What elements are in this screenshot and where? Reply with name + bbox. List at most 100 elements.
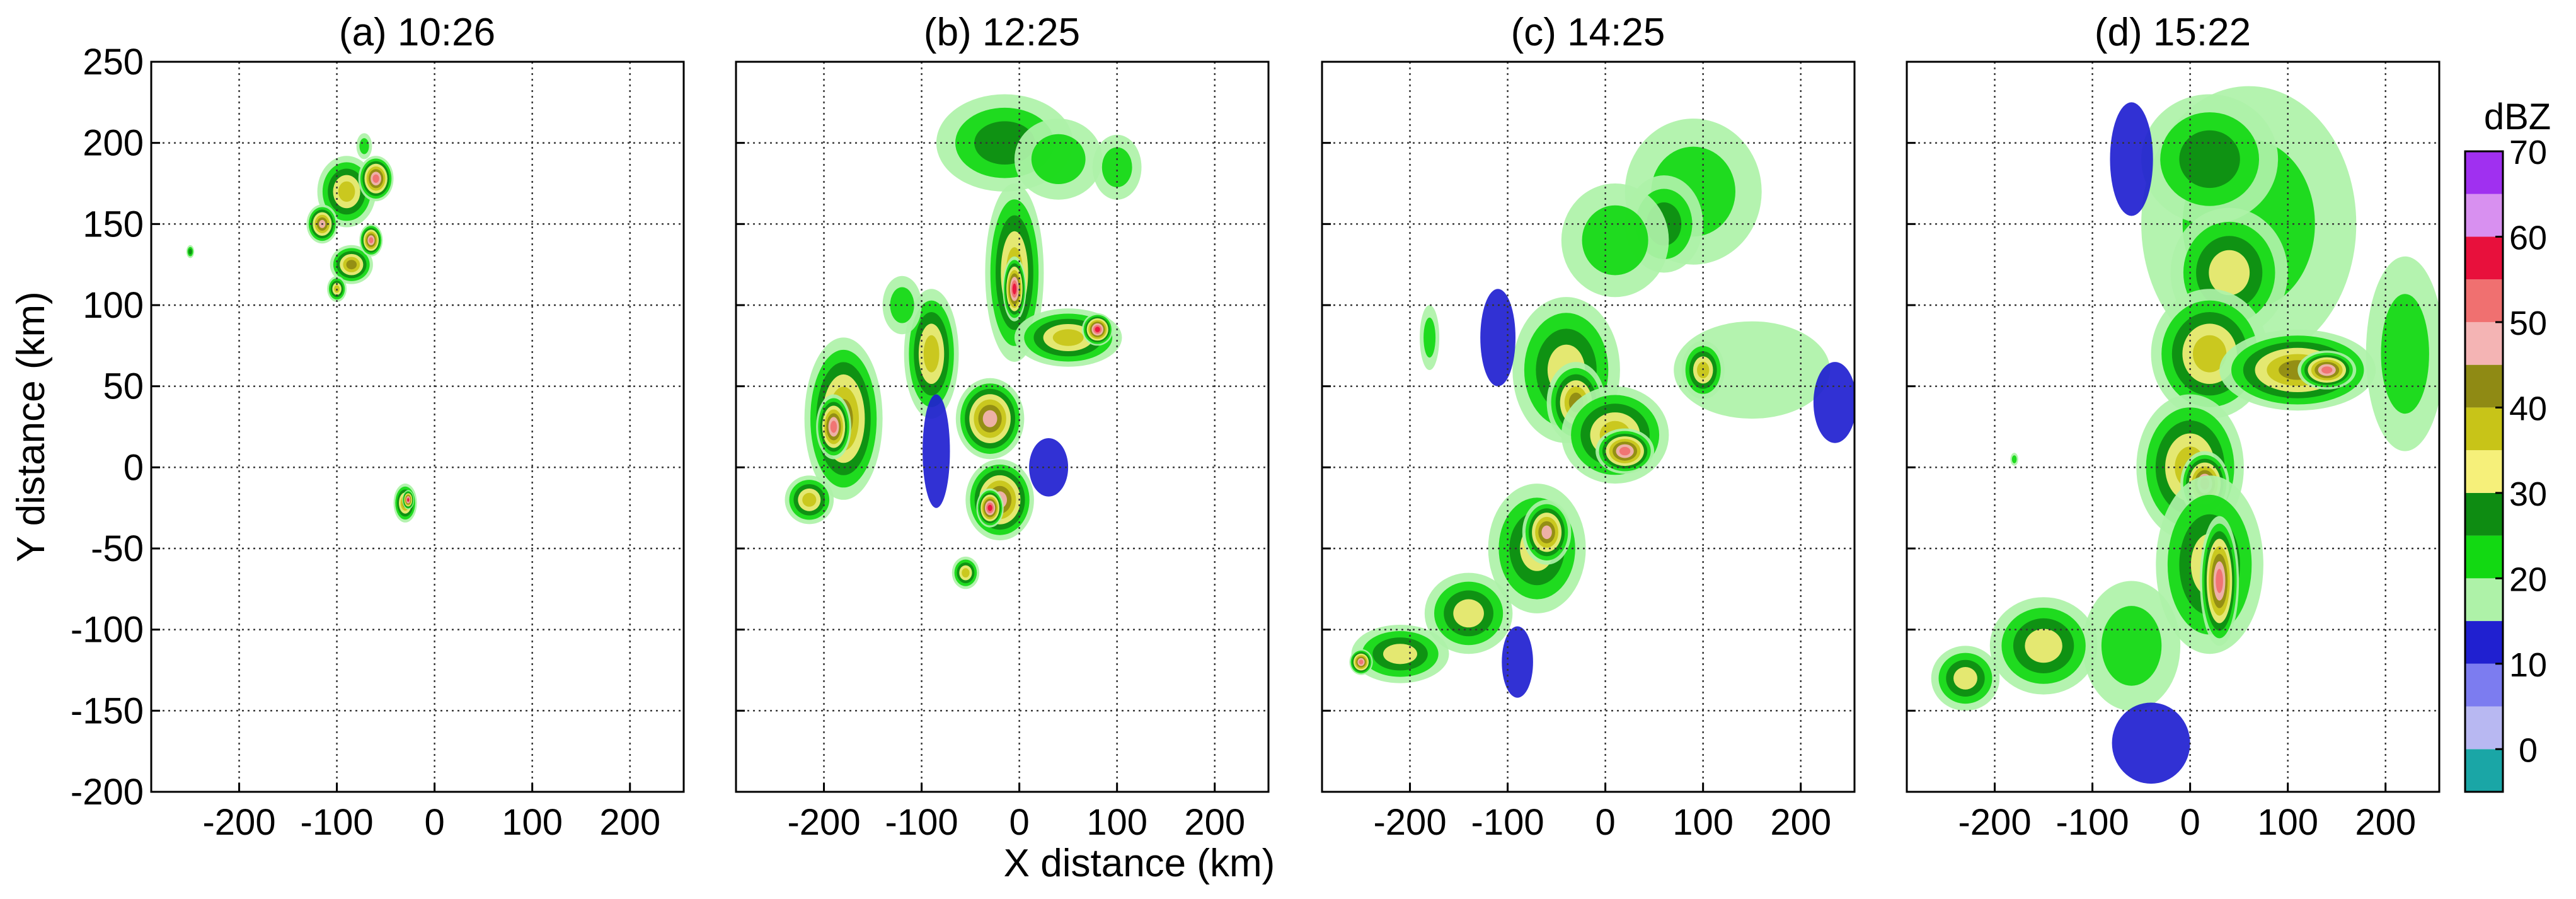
panel-d-echo-ring [2216, 569, 2223, 593]
panel-b-xtick-label: 100 [1086, 802, 1147, 843]
panel-d-echo-ring [2193, 335, 2227, 373]
panel-c-xtick-label: 0 [1596, 802, 1616, 843]
x-axis-label: X distance (km) [1004, 842, 1275, 885]
panel-d-echo-ring [2179, 130, 2240, 188]
panel-b-echo-ring [830, 420, 837, 433]
panel-d-echo-ring [2025, 629, 2062, 663]
panel-a-echo-ring [338, 181, 355, 202]
panel-a-echo-cell-8 [402, 490, 415, 510]
panel-a-ytick-label: -150 [71, 690, 144, 731]
colorbar-title: dBZ [2484, 96, 2551, 137]
panel-c-echo-ring [1453, 599, 1484, 628]
panel-c-xtick-label: 100 [1672, 802, 1734, 843]
panel-b-echo-cell-2 [1092, 134, 1142, 200]
colorbar-tick-label: 10 [2509, 646, 2547, 684]
panel-d-echo-ring [2110, 102, 2153, 216]
panel-b-echo-ring [1101, 147, 1132, 187]
panel-b-echo-cell-1 [1014, 119, 1103, 200]
panel-d-echo-cell-10 [2200, 516, 2240, 646]
panel-a-ytick-label: -100 [71, 610, 144, 651]
panel-c-echo-cell-8 [1522, 499, 1572, 565]
panel-b-echo-cell-14 [1081, 313, 1113, 346]
panel-b-xtick-label: 0 [1009, 802, 1030, 843]
panel-a-echo-ring [372, 174, 379, 183]
panel-d-title: (d) 15:22 [2095, 11, 2251, 54]
panel-a-echo-cell-3 [330, 245, 373, 284]
panel-a-title: (a) 10:26 [339, 11, 495, 54]
panel-c-echo-ring [1423, 317, 1436, 358]
panel-b-echo-cell-10 [955, 378, 1025, 460]
panel-b-title: (b) 12:25 [924, 11, 1080, 54]
panel-a-ytick-label: 150 [83, 204, 144, 245]
panel-c-echo-cell-2 [1561, 183, 1669, 298]
panel-b-echo-ring [982, 410, 998, 427]
panel-c: -200 -100 0 100 200 (c) 14:25 [1321, 11, 1856, 843]
panel-d-echo-ring [2101, 606, 2162, 686]
panel-a-ytick-label: -200 [71, 772, 144, 813]
panel-d-echo-ring [2209, 250, 2250, 296]
panel-a-xtick-label: 0 [425, 802, 445, 843]
colorbar-tick-label: 30 [2509, 475, 2547, 513]
panel-c-echo-cell-11 [1349, 649, 1373, 675]
colorbar-swatch [2465, 194, 2503, 237]
colorbar: dBZ 70 60 50 40 30 20 10 0 [2464, 96, 2551, 793]
panel-b-echo-ring [1012, 283, 1016, 294]
colorbar-tick-label: 20 [2509, 560, 2547, 598]
panel-c-echo-ring [1359, 659, 1364, 664]
colorbar-tick-label: 60 [2509, 219, 2547, 257]
panel-b-echo-cell-4 [1003, 256, 1026, 322]
panel-b-echo-ring [923, 335, 940, 373]
panel-a-xtick-label: -200 [202, 802, 275, 843]
panel-b-xtick-label: -200 [787, 802, 860, 843]
panel-b-echo-ring [802, 492, 817, 507]
colorbar-swatch [2465, 706, 2503, 750]
panel-a-ytick-label: 200 [83, 123, 144, 164]
panel-a-grid [151, 61, 684, 793]
panel-a-ytick-label: 250 [83, 42, 144, 83]
panel-a-echo-cell-4 [359, 224, 383, 257]
panel-a-ytick-label: -50 [91, 528, 144, 569]
panel-d-echo-cell-1 [2141, 94, 2279, 224]
colorbar-swatch [2465, 492, 2503, 536]
panel-b-echo-ring [1095, 327, 1100, 332]
panel-b-echo-cell-16 [923, 394, 950, 508]
panel-c-echo-ring [1619, 446, 1631, 456]
panel-a-echo-cell-9 [186, 245, 195, 258]
panel-d-echo-ring [2011, 455, 2017, 463]
panel-a-echo-ring [359, 138, 369, 154]
panel-c-xtick-label: -200 [1373, 802, 1446, 843]
panel-d-echo-cell-5 [2297, 351, 2357, 390]
panel-b-echo-cell-8 [816, 394, 851, 460]
colorbar-swatch [2465, 535, 2503, 579]
panel-a: -200 -100 0 100 200 250 200 150 100 50 0 -50 -100 -15… [71, 11, 685, 843]
panel-b-echo-ring [962, 568, 970, 577]
panel-d-xtick-label: -100 [2056, 802, 2129, 843]
colorbar-tick-label: 0 [2519, 731, 2538, 769]
panel-d-echo-cell-14 [2112, 702, 2190, 784]
panel-d-echo-cell-16 [2010, 453, 2018, 466]
panel-a-xtick-label: -100 [301, 802, 374, 843]
panel-d-echo-cell-12 [1989, 597, 2098, 695]
panel-d: -200 -100 0 100 200 (d) 15:22 [1906, 11, 2441, 843]
panel-c-xtick-label: 200 [1770, 802, 1831, 843]
colorbar-swatch [2465, 364, 2503, 408]
panel-c-echo-ring [1383, 644, 1417, 664]
panel-a-echo-ring [407, 498, 410, 502]
panel-a-xtick-label: 100 [502, 802, 563, 843]
panel-d-echo-cell-11 [2083, 581, 2181, 711]
colorbar-swatch [2465, 151, 2503, 194]
panel-b-echo-layer [785, 94, 1142, 589]
panel-c-echo-ring [1502, 626, 1533, 698]
panel-b-ticks: -200 -100 0 100 200 [736, 61, 1245, 843]
panel-a-ytick-label: 100 [83, 285, 144, 326]
panel-c-echo-ring [1582, 205, 1648, 276]
panel-b-xtick-label: 200 [1184, 802, 1245, 843]
panel-b-echo-cell-12 [976, 488, 1004, 528]
panel-d-xtick-label: 0 [2180, 802, 2200, 843]
panel-c-echo-cell-15 [1502, 626, 1533, 698]
panel-a-echo-ring [369, 237, 374, 243]
panel-d-echo-cell-13 [1931, 646, 2000, 711]
panel-d-echo-ring [2321, 366, 2333, 374]
panel-b-xtick-label: -100 [885, 802, 958, 843]
panel-c-echo-cell-9 [1424, 572, 1513, 654]
